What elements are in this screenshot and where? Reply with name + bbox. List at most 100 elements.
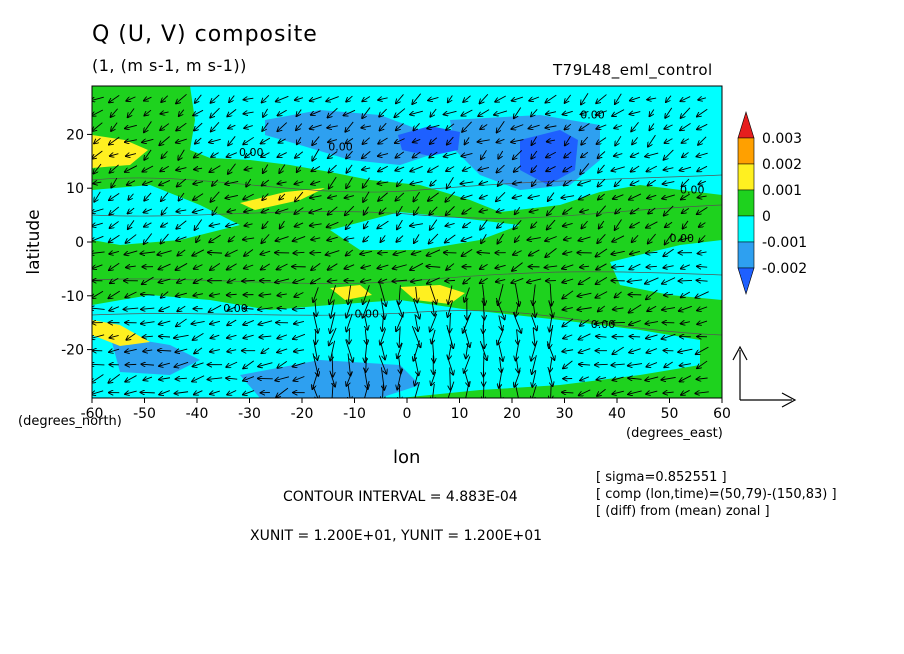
wind-vector	[109, 335, 119, 337]
wind-vector	[615, 93, 622, 104]
wind-vector	[397, 205, 403, 215]
wind-vector	[229, 95, 235, 103]
wind-vector	[631, 165, 640, 172]
wind-vector	[612, 346, 624, 354]
wind-vector	[498, 283, 504, 305]
wind-vector	[275, 376, 290, 381]
wind-vector	[263, 164, 269, 174]
wind-vector	[378, 165, 388, 171]
wind-vector	[296, 109, 302, 117]
wind-vector	[261, 152, 270, 157]
wind-vector	[562, 318, 574, 327]
wind-vector	[629, 320, 641, 324]
wind-vector	[92, 96, 104, 101]
wind-vector	[649, 123, 655, 130]
wind-vector	[176, 94, 187, 103]
x-unit-note: (degrees_east)	[626, 426, 723, 441]
wind-vector	[612, 109, 625, 116]
wind-vector	[548, 371, 553, 386]
wind-vector	[396, 94, 404, 103]
wind-vector	[611, 251, 625, 254]
wind-vector	[427, 277, 440, 284]
wind-vector	[545, 248, 557, 257]
wind-vector	[511, 140, 524, 143]
wind-vector	[161, 291, 169, 298]
wind-vector	[696, 153, 708, 156]
wind-vector	[629, 112, 641, 115]
wind-vector	[191, 321, 205, 323]
wind-vector	[294, 292, 304, 297]
wind-vector	[193, 332, 204, 340]
wind-vector	[363, 235, 370, 242]
wind-vector	[144, 192, 152, 201]
wind-vector	[480, 124, 488, 130]
wind-vector	[362, 107, 371, 119]
wind-vector	[125, 291, 137, 297]
wind-vector	[174, 392, 189, 394]
wind-vector	[92, 122, 103, 131]
wind-vector	[393, 264, 407, 269]
wind-vector	[294, 207, 304, 214]
wind-vector	[562, 392, 574, 393]
wind-vector	[478, 109, 490, 117]
wind-vector	[364, 206, 369, 215]
wind-vector	[427, 125, 440, 128]
wind-vector	[208, 252, 223, 253]
wind-vector	[210, 107, 220, 117]
wind-vector	[496, 280, 506, 282]
wind-vector	[193, 209, 204, 212]
wind-vector	[612, 235, 625, 242]
wind-vector	[612, 266, 625, 267]
x-tick-label: -60	[81, 406, 104, 422]
wind-vector	[580, 266, 590, 267]
wind-vector	[429, 151, 438, 157]
wind-vector	[226, 223, 238, 226]
wind-vector	[446, 206, 455, 215]
wind-vector	[110, 277, 119, 283]
wind-vector	[125, 375, 137, 382]
colorbar-label: 0	[762, 209, 771, 225]
wind-vector	[515, 235, 521, 242]
wind-vector	[158, 263, 171, 269]
wind-vector	[311, 238, 321, 240]
wind-vector	[159, 321, 171, 324]
wind-vector	[344, 264, 355, 269]
wind-vector	[227, 294, 237, 295]
wind-vector	[630, 251, 640, 254]
wind-vector	[344, 238, 355, 240]
wind-vector	[546, 112, 557, 114]
wind-vector	[663, 266, 674, 268]
wind-vector	[194, 168, 203, 169]
wind-vector	[429, 233, 439, 244]
wind-vector	[428, 165, 439, 172]
wind-vector	[577, 308, 592, 310]
wind-vector	[209, 304, 222, 312]
colorbar: 0.003 0.002 0.001 0 -0.001 -0.002	[737, 110, 807, 296]
wind-vector	[277, 349, 288, 352]
wind-vector	[647, 195, 657, 198]
wind-vector	[210, 335, 220, 338]
colorbar-label: -0.001	[762, 235, 807, 251]
wind-vector	[647, 305, 657, 311]
wind-vector	[629, 263, 641, 269]
wind-vector	[312, 353, 318, 376]
wind-vector	[92, 150, 103, 159]
wind-vector	[125, 165, 138, 172]
wind-vector	[579, 276, 591, 284]
wind-vector	[157, 250, 172, 255]
wind-vector	[195, 94, 202, 103]
wind-vector	[128, 193, 134, 200]
wind-vector	[578, 236, 591, 241]
wind-vector	[663, 248, 674, 256]
wind-vector	[395, 151, 405, 158]
wind-vector	[628, 390, 642, 394]
wind-vector	[143, 180, 153, 185]
wind-vector	[628, 378, 642, 379]
wind-vector	[328, 164, 337, 172]
wind-vector	[595, 248, 608, 257]
region-yellow-1	[92, 135, 148, 168]
wind-vector	[499, 315, 502, 330]
wind-vector	[243, 320, 254, 324]
wind-vector	[294, 321, 304, 323]
wind-vector	[697, 207, 708, 214]
